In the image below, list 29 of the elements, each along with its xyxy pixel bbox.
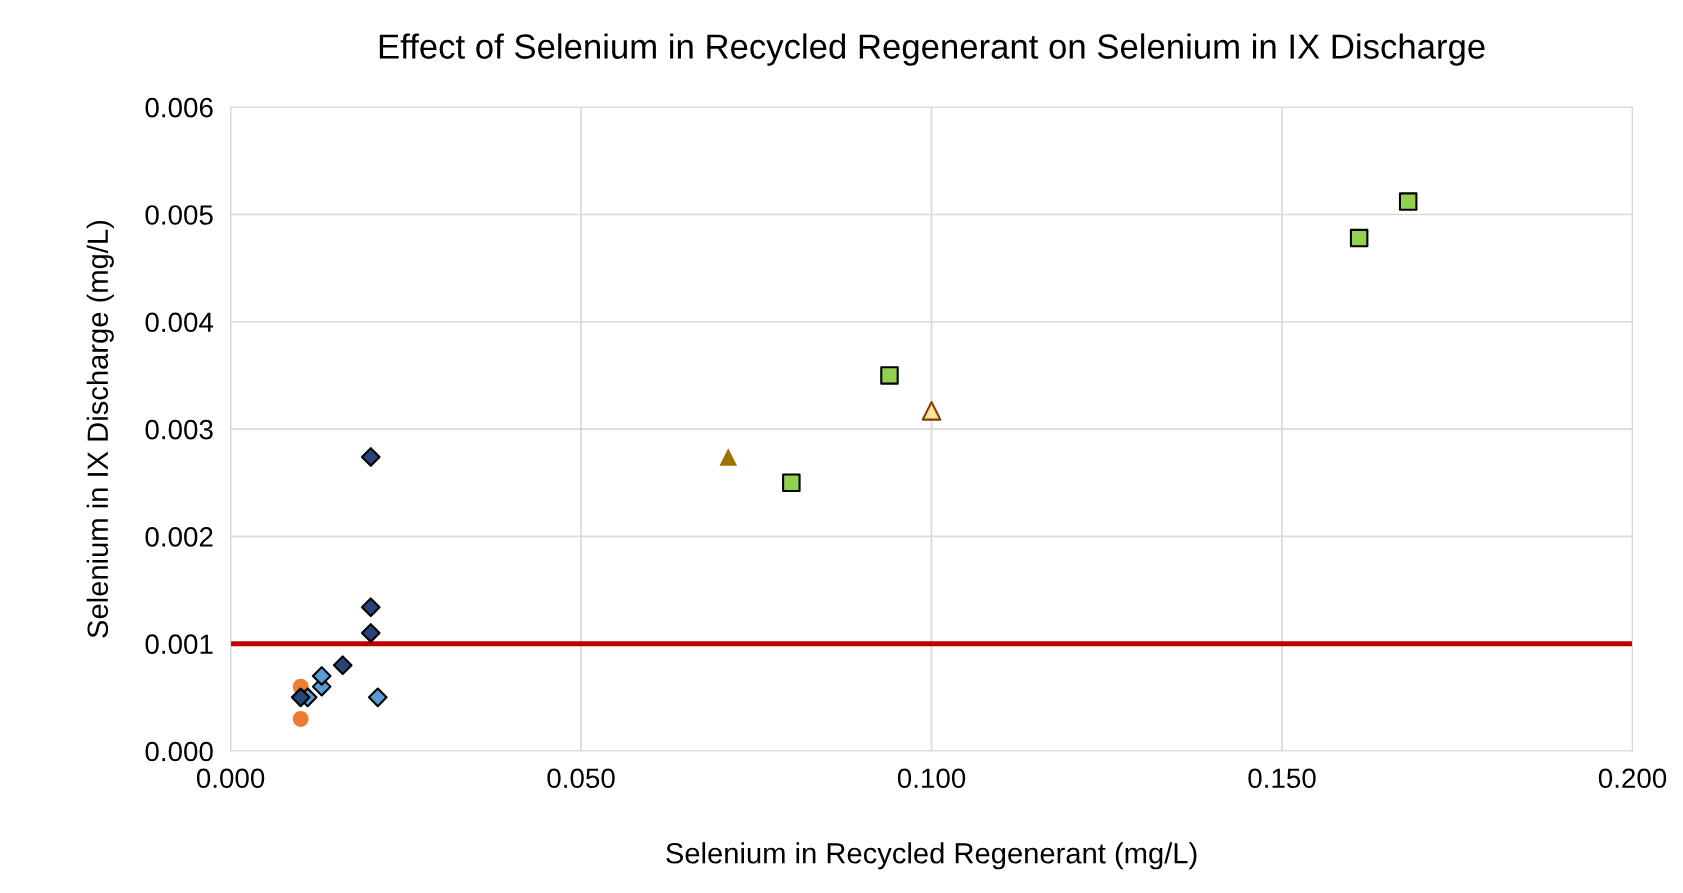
chart-title: Effect of Selenium in Recycled Regenerant on Selenium in IX Discharge bbox=[379, 33, 1485, 66]
point bbox=[1349, 228, 1369, 248]
y-tick-label: 0.005 bbox=[145, 205, 213, 225]
point bbox=[360, 447, 381, 467]
point bbox=[290, 687, 311, 708]
point bbox=[782, 473, 801, 492]
point bbox=[332, 655, 353, 675]
x-tick-label: 0.100 bbox=[897, 768, 966, 789]
point bbox=[360, 597, 381, 618]
y-tick-label: 0.002 bbox=[145, 527, 213, 547]
y-tick-label: 0.006 bbox=[145, 97, 213, 118]
y-tick-label: 0.001 bbox=[145, 634, 213, 655]
x-tick-label: 0.000 bbox=[196, 768, 265, 789]
x-tick-label: 0.150 bbox=[1248, 768, 1316, 789]
y-tick-label: 0.004 bbox=[145, 312, 214, 333]
point bbox=[719, 448, 738, 466]
point bbox=[367, 687, 388, 708]
point bbox=[292, 710, 309, 727]
point bbox=[311, 666, 332, 686]
point bbox=[360, 623, 381, 643]
y-tick-label: 0.000 bbox=[145, 741, 213, 762]
x-tick-label: 0.200 bbox=[1598, 768, 1667, 789]
point bbox=[880, 366, 899, 385]
point bbox=[921, 401, 942, 421]
point bbox=[1398, 192, 1418, 211]
y-tick-label: 0.003 bbox=[145, 419, 213, 440]
y-axis-title: Selenium in IX Discharge (mg/L) bbox=[86, 220, 114, 638]
x-axis-title: Selenium in Recycled Regenerant (mg/L) bbox=[666, 842, 1197, 870]
x-tick-label: 0.050 bbox=[547, 768, 615, 789]
